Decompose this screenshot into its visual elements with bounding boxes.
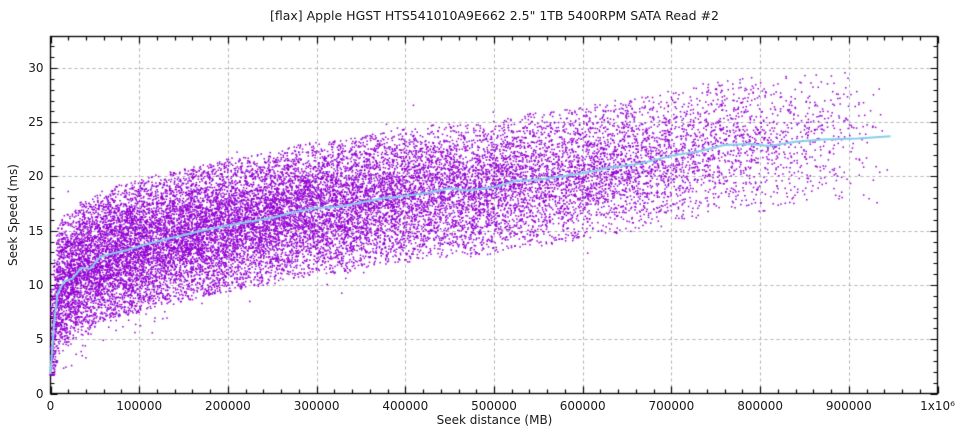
x-tick-label: 1x10⁶ (920, 399, 955, 413)
y-tick-label: 5 (35, 332, 44, 347)
chart-title: [flax] Apple HGST HTS541010A9E662 2.5" 1… (269, 8, 720, 23)
y-tick-label: 20 (28, 169, 44, 184)
x-tick-label: 700000 (648, 399, 695, 413)
y-tick-label: 30 (28, 60, 44, 75)
x-tick-label: 0 (46, 399, 55, 413)
y-tick-label: 10 (28, 277, 44, 292)
y-tick-label: 0 (35, 386, 44, 401)
x-tick-label: 500000 (471, 399, 517, 413)
x-tick-label: 100000 (116, 399, 163, 413)
y-axis-label: Seek Speed (ms) (6, 164, 20, 266)
x-tick-label: 900000 (825, 399, 872, 413)
y-tick-label: 25 (28, 115, 44, 130)
x-tick-label: 200000 (204, 399, 251, 413)
x-tick-label: 400000 (382, 399, 429, 413)
x-tick-label: 600000 (559, 399, 606, 413)
x-axis-label: Seek distance (MB) (436, 413, 553, 427)
y-tick-label: 15 (28, 223, 44, 238)
x-tick-label: 800000 (737, 399, 783, 413)
x-tick-label: 300000 (293, 399, 340, 413)
